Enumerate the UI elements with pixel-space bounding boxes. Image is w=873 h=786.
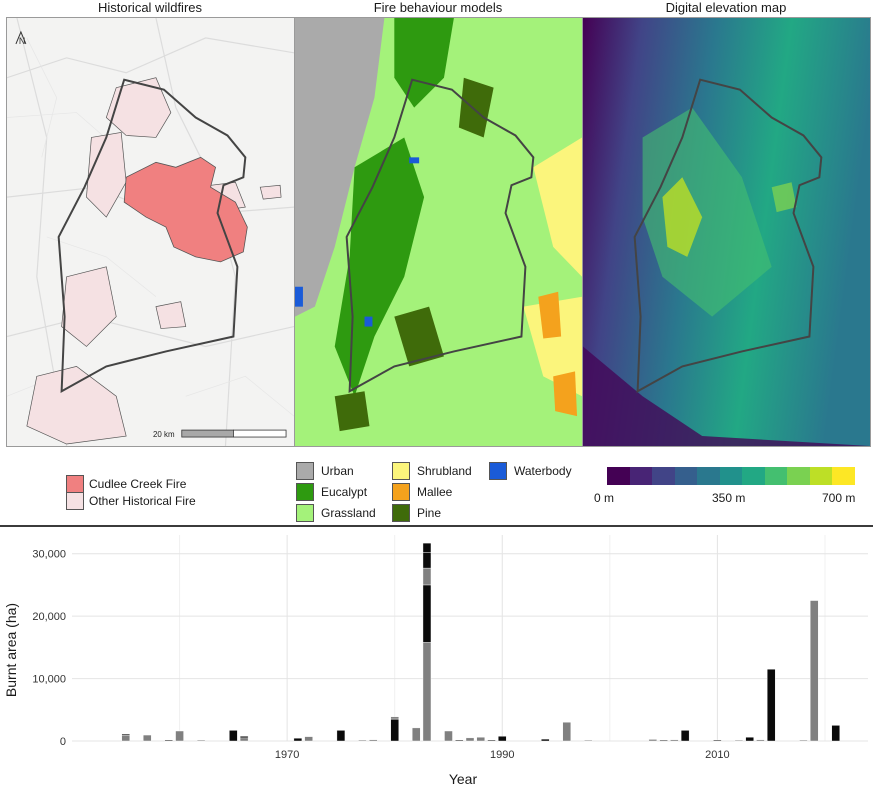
y-tick-label: 0 [60,736,66,748]
colorbar-step [787,467,810,485]
bar-segment [713,739,722,742]
bar-segment [293,737,303,742]
bar-segment [584,740,593,742]
bar-segment [562,722,572,742]
legend-swatch-cudlee-creek [66,475,84,493]
bar-segment [422,552,432,569]
x-tick-label: 1970 [275,749,299,761]
legend-label-mallee: Mallee [417,485,453,499]
elevation-colorbar [607,467,856,485]
bar-segment [196,739,206,742]
colorbar-step [764,467,788,485]
legend-swatch-waterbody [489,462,507,480]
elevation-label-min: 0 m [594,491,615,505]
bar-segment [412,727,421,742]
colorbar-step [832,467,856,485]
burnt-area-chart: 1970 1990 2010 0 10,000 20,000 30,000 Year Bur… [3,535,868,786]
bar-segment [422,584,432,643]
legend-swatch-other-historical [66,492,84,510]
bar-segment [121,733,130,736]
legend-label-waterbody: Waterbody [514,464,572,478]
legend-swatch-mallee [392,483,410,501]
legend-swatch-pine [392,504,410,522]
bar-segment [756,739,765,742]
bar-segment [670,739,679,742]
bar-segment [336,730,346,742]
bar-segment [175,730,184,742]
bar-segment [121,735,130,742]
fire-behaviour-models-title: Fire behaviour models [373,0,503,15]
bar-segment [465,737,475,742]
bar-segment [390,718,399,742]
bar-segment [487,739,496,742]
y-tick-label: 10,000 [32,674,66,686]
elevation-label-mid: 350 m [712,491,746,505]
colorbar-step [742,467,765,485]
bar-segment [422,642,432,742]
legend-label-grassland: Grassland [321,506,376,520]
colorbar-step [629,467,653,485]
bar-segment [239,736,249,739]
bar-segment [766,669,776,742]
bar-segment [810,600,819,742]
colorbar-step [697,467,720,485]
bar-segment [476,737,485,742]
colorbar-step [607,467,630,485]
section-divider [0,525,873,527]
bar-segment [541,738,550,742]
bar-segment [368,739,378,742]
bar-segment [734,740,744,742]
x-tick-label: 2010 [705,749,729,761]
y-axis-label: Burnt area (ha) [3,603,19,697]
legend-swatch-grassland [296,504,314,522]
historical-wildfires-title: Historical wildfires [97,0,203,15]
legend-label-eucalypt: Eucalypt [321,485,368,499]
bar-segment [648,739,658,742]
x-tick-label: 1990 [490,749,514,761]
legend-label-pine: Pine [417,506,442,520]
bar-segment [498,736,507,742]
colorbar-step [719,467,743,485]
north-arrow-label: N [19,36,25,46]
bar-segment [164,739,174,742]
legend-label-other-historical: Other Historical Fire [89,494,196,508]
legend-swatch-eucalypt [296,483,314,501]
bar-segment [304,736,313,742]
colorbar-step [809,467,833,485]
bar-segment [229,730,238,742]
x-axis-label: Year [449,771,478,786]
digital-elevation-map [582,17,871,447]
legend-swatch-shrubland [392,462,410,480]
bar-segment [358,739,367,742]
y-tick-label: 20,000 [32,611,66,623]
colorbar-step [674,467,698,485]
bar-segment [831,725,840,742]
bar-segment [422,567,432,586]
legend-label-urban: Urban [321,464,354,478]
digital-elevation-map-title: Digital elevation map [665,0,787,15]
historical-wildfires-map: N 20 km [6,17,295,447]
bar-segment [799,739,808,742]
legend-label-cudlee-creek: Cudlee Creek Fire [89,477,187,491]
bar-segment [659,740,668,742]
legend-label-shrubland: Shrubland [417,464,472,478]
bar-segment [239,737,249,742]
colorbar-step [652,467,675,485]
fire-behaviour-models-map [294,17,583,447]
elevation-label-max: 700 m [822,491,856,505]
bar-segment [455,739,464,742]
legend-swatch-urban [296,462,314,480]
scale-bar-label: 20 km [153,430,175,439]
bar-segment [143,734,152,742]
bar-segment [745,737,754,742]
bar-segment [680,730,690,742]
bar-segment [422,542,432,553]
y-tick-label: 30,000 [32,549,66,561]
bar-segment [444,730,453,742]
bar-segment [390,716,399,719]
